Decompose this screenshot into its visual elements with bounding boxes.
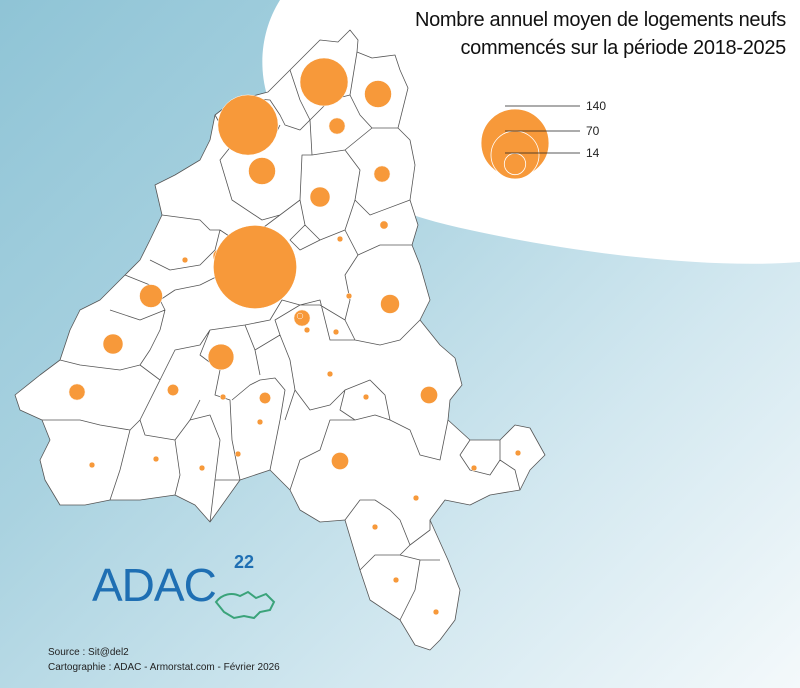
map-title: Nombre annuel moyen de logements neufs c… <box>316 6 786 62</box>
commune-symbol <box>152 455 160 463</box>
map-title-line2: commencés sur la période 2018-2025 <box>460 37 786 59</box>
commune-symbol <box>328 117 346 135</box>
commune-symbol <box>420 386 438 404</box>
commune-boundaries <box>42 51 521 621</box>
commune-symbol <box>371 523 379 531</box>
territory-outline <box>14 29 546 651</box>
commune-symbol <box>470 464 478 472</box>
commune-symbol <box>362 393 370 401</box>
logo-number: 22 <box>234 552 255 572</box>
commune-symbol <box>373 165 391 183</box>
commune-symbol <box>234 450 242 458</box>
commune-symbol <box>432 608 440 616</box>
proportional-symbols <box>68 57 522 616</box>
commune-symbol <box>207 343 235 371</box>
commune-symbol <box>296 312 304 320</box>
commune-symbol <box>259 392 271 404</box>
commune-symbol <box>309 186 331 208</box>
commune-symbol <box>331 452 349 470</box>
commune-symbol <box>213 225 297 309</box>
commune-symbol <box>392 576 400 584</box>
commune-symbol <box>167 384 179 396</box>
map-title-line1: Nombre annuel moyen de logements neufs <box>414 9 786 31</box>
commune-symbol <box>514 449 522 457</box>
legend-circle-14 <box>503 152 527 176</box>
commune-symbol <box>68 383 86 401</box>
commune-symbol <box>299 57 349 107</box>
commune-symbol <box>380 294 400 314</box>
legend: 140 70 14 <box>480 99 606 180</box>
footer: Source : Sit@del2 Cartographie : ADAC - … <box>48 645 280 675</box>
commune-polygons <box>14 29 546 651</box>
commune-symbol <box>181 256 189 264</box>
commune-symbol <box>256 418 264 426</box>
credits-text: Cartographie : ADAC - Armorstat.com - Fé… <box>48 662 280 673</box>
commune-symbol <box>88 461 96 469</box>
legend-label-140: 140 <box>586 99 606 113</box>
adac-logo: ADAC 22 <box>92 552 292 622</box>
commune-symbol <box>198 464 206 472</box>
commune-symbol <box>303 326 311 334</box>
commune-symbol <box>102 333 124 355</box>
legend-label-70: 70 <box>586 124 600 138</box>
commune-symbol <box>412 494 420 502</box>
commune-symbol <box>379 220 389 230</box>
commune-symbol <box>345 292 353 300</box>
logo-text: ADAC <box>92 559 217 611</box>
commune-symbol <box>336 235 344 243</box>
legend-label-14: 14 <box>586 146 600 160</box>
commune-symbol <box>326 370 334 378</box>
commune-symbol <box>219 393 227 401</box>
commune-symbol <box>248 157 276 185</box>
source-text: Source : Sit@del2 <box>48 647 129 658</box>
logo-department-shape-icon <box>214 590 276 620</box>
commune-symbol <box>217 94 279 156</box>
commune-symbol <box>139 284 163 308</box>
commune-symbol <box>364 80 392 108</box>
commune-symbol <box>332 328 340 336</box>
